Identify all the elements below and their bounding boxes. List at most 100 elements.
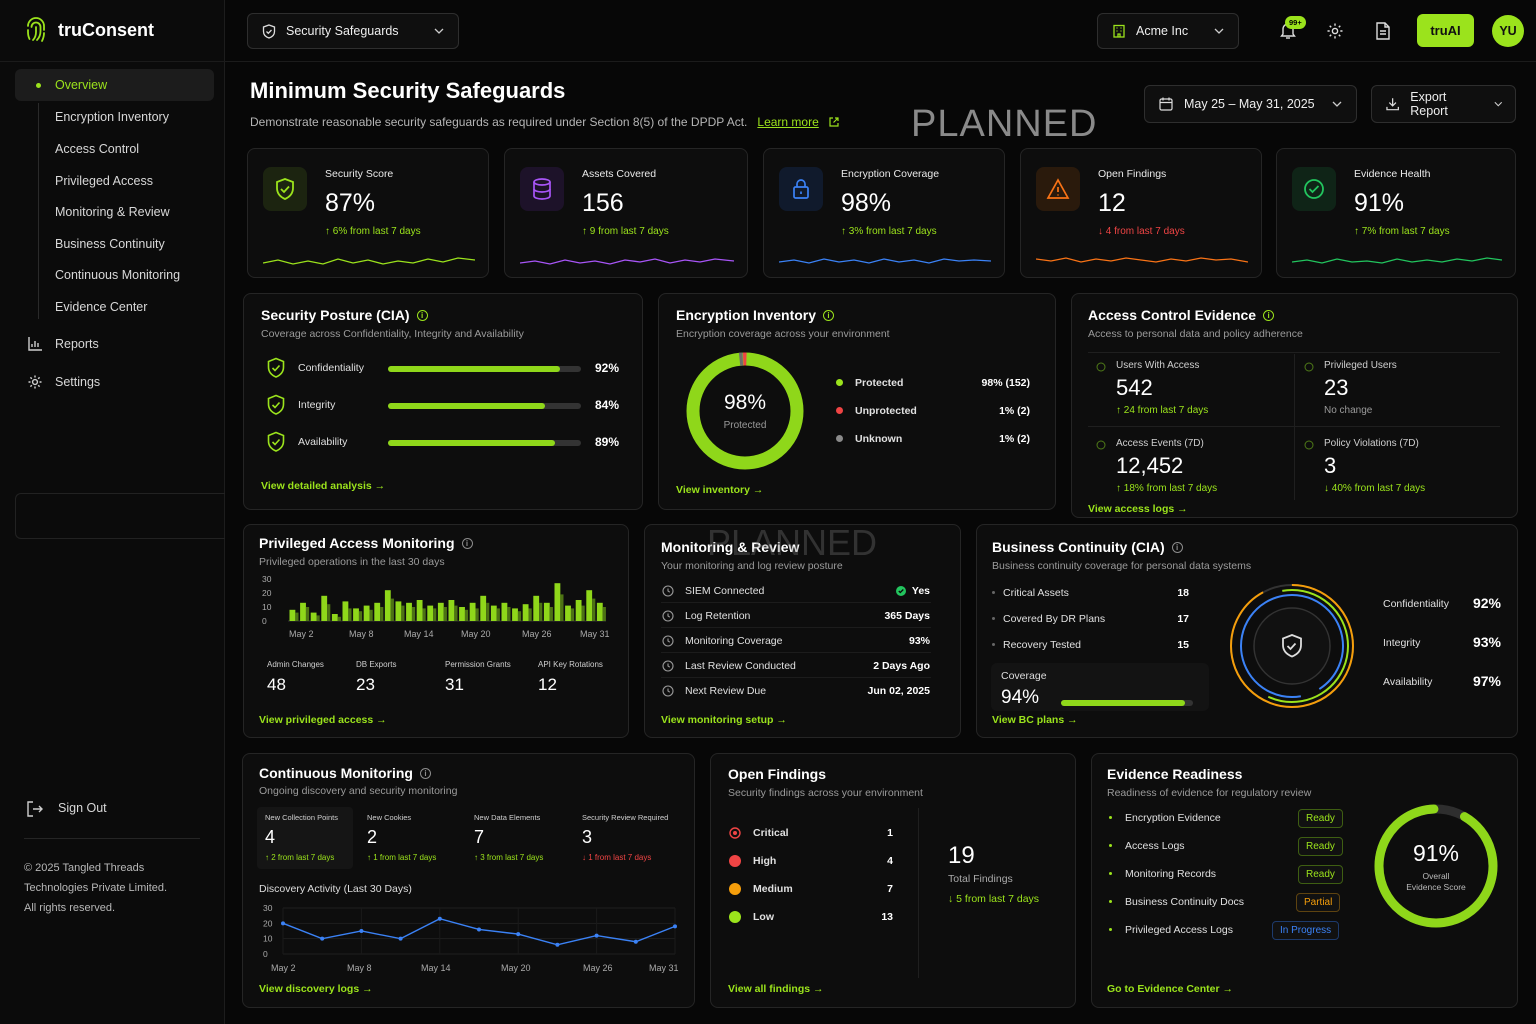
bar-series-1 [406,602,412,621]
bar-series-2 [305,607,310,621]
sidebar-item-settings[interactable]: Settings [55,375,101,389]
sidebar-item-overview[interactable]: Overview [55,78,108,92]
org-select[interactable]: Acme Inc [1097,13,1239,49]
x-tick-label: May 26 [522,629,552,639]
info-icon[interactable]: i [461,537,473,549]
bar-series-2 [443,607,447,621]
bar-series-2 [517,611,522,621]
priv-stat-value: 23 [356,675,375,694]
encryption-donut [686,352,804,470]
info-icon[interactable]: i [823,309,835,321]
kpi-card-encryption-coverage[interactable]: Encryption Coverage 98% ↑ 3% from last 7… [763,148,1005,278]
access-tile-label: Privileged Users [1324,360,1397,371]
kpi-card-security-score[interactable]: Security Score 87% ↑ 6% from last 7 days [247,148,489,278]
view-all-findings-link[interactable]: View all findings → [728,983,824,995]
status-circle-icon [1304,362,1314,372]
bar-series-2 [570,608,575,621]
shield-icon [262,23,276,39]
sidebar-item-encryption-inventory[interactable]: Encryption Inventory [55,110,169,124]
discovery-point [437,916,442,921]
plug-icon [662,585,674,597]
legend-dot [836,407,843,414]
info-icon[interactable]: i [1171,541,1183,553]
bar-series-2 [411,607,416,621]
sidebar-item-privileged-access[interactable]: Privileged Access [55,174,153,188]
view-inventory-link[interactable]: View inventory → [676,484,764,496]
info-icon[interactable]: i [416,309,428,321]
warning-icon [1036,167,1080,211]
sidebar-divider [24,838,200,839]
y-tick-label: 20 [263,918,273,928]
shield-check-icon [266,394,286,416]
bar-series-1 [543,602,550,621]
bar-series-2 [486,602,490,621]
sidebar-item-reports[interactable]: Reports [55,337,99,351]
discovery-point [320,936,325,941]
view-access-logs-link[interactable]: View access logs → [1088,503,1188,515]
info-icon[interactable]: i [1263,309,1275,321]
priv-stat-value: 12 [538,675,557,694]
sidebar-item-continuous-monitoring[interactable]: Continuous Monitoring [55,268,181,282]
bar-series-2 [316,615,320,621]
document-icon[interactable] [1375,22,1391,40]
donut-center-value: 98% [723,391,767,414]
cia-label: Confidentiality [1383,598,1449,610]
link-label: View detailed analysis [261,480,372,492]
view-privileged-access-link[interactable]: View privileged access → [259,714,387,726]
kpi-trend: ↑ 3% from last 7 days [841,226,937,237]
evidence-row-label: Privileged Access Logs [1125,924,1233,936]
kpi-card-evidence-health[interactable]: Evidence Health 91% ↑ 7% from last 7 day… [1276,148,1516,278]
posture-value: 92% [594,361,619,375]
bar-series-2 [433,608,437,621]
finding-count: 4 [887,855,893,867]
x-tick-label: May 8 [347,963,372,973]
avatar[interactable]: YU [1492,15,1524,47]
card-title: Continuous Monitoring [259,765,413,781]
cm-stat-trend: ↑ 3 from last 7 days [474,853,544,862]
cia-rings [1230,584,1354,708]
view-bc-plans-link[interactable]: View BC plans → [992,714,1078,726]
row-divider [661,602,931,603]
sidebar-item-evidence-center[interactable]: Evidence Center [55,300,148,314]
card-subtitle: Coverage across Confidentiality, Integri… [261,328,524,340]
view-discovery-logs-link[interactable]: View discovery logs → [259,983,373,995]
kpi-card-assets-covered[interactable]: Assets Covered 156 ↑ 9 from last 7 days [504,148,748,278]
sidebar-item-business-continuity[interactable]: Business Continuity [55,237,165,251]
posture-bar-fill [388,366,561,372]
kpi-sparkline [520,258,734,265]
kpi-card-open-findings[interactable]: Open Findings 12 ↓ 4 from last 7 days [1020,148,1262,278]
view-detailed-analysis-link[interactable]: View detailed analysis → [261,480,386,492]
card-title: Access Control Evidence [1088,307,1257,323]
bar-series-1 [437,602,444,621]
continuity-row-value: 17 [1177,613,1189,625]
chevron-down-icon [1214,28,1224,34]
module-select[interactable]: Security Safeguards [247,13,459,49]
go-to-evidence-center-link[interactable]: Go to Evidence Center → [1107,983,1234,995]
active-dot [36,83,41,88]
sidebar-item-monitoring-review[interactable]: Monitoring & Review [55,205,170,219]
learn-more-link[interactable]: Learn more [757,115,819,129]
kpi-value: 98% [841,189,892,217]
sidebar-item-access-control[interactable]: Access Control [55,142,140,156]
open-findings-card: Open Findings Security findings across y… [710,753,1076,1008]
sign-out-button[interactable]: Sign Out [58,801,107,815]
shield-check-icon [266,431,286,453]
shield-check-icon [1282,634,1302,658]
external-link-icon [829,117,839,127]
settings-gear-icon[interactable] [1326,22,1344,40]
bar-series-2 [602,607,606,621]
truai-button[interactable]: truAI [1417,14,1474,47]
fingerprint-icon [27,17,45,42]
date-range-picker[interactable]: May 25 – May 31, 2025 [1144,85,1357,123]
access-control-title: Access Control Evidence i [1088,307,1275,323]
bar-series-1 [459,607,465,621]
view-monitoring-setup-link[interactable]: View monitoring setup → [661,714,787,726]
bar-series-1 [565,605,571,621]
continuity-row-value: 18 [1177,587,1189,599]
sidebar-subnav-line [38,103,39,319]
bar-series-1 [310,612,317,621]
app-logo[interactable]: truConsent [24,16,154,44]
export-report-button[interactable]: Export Report [1371,85,1516,123]
info-icon[interactable]: i [419,767,431,779]
